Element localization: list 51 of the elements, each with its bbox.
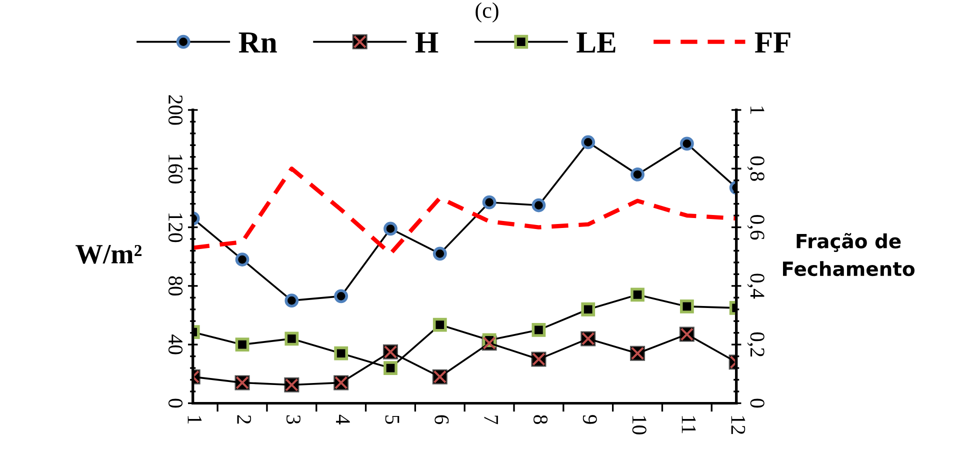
point — [432, 246, 447, 261]
y2-tick-label: 1 — [750, 106, 764, 114]
point — [384, 361, 398, 375]
y-tick-label: 40 — [168, 334, 183, 354]
y2-tick-label: 0,4 — [747, 274, 764, 299]
y2-tick-label: 0,2 — [747, 332, 764, 356]
legend-label: FF — [754, 32, 790, 52]
point — [581, 302, 596, 316]
y-tick-label: 0 — [168, 398, 183, 408]
point — [630, 168, 644, 182]
y-tick-label: 80 — [168, 276, 183, 296]
legend-label: H — [415, 32, 438, 52]
x-tick-label: 11 — [682, 416, 696, 434]
y2-tick-label: 0 — [750, 398, 764, 408]
y-tick-label: 200 — [168, 95, 183, 125]
y-tick-label: 120 — [168, 213, 183, 242]
point — [680, 136, 694, 151]
legend-label: Rn — [238, 32, 277, 52]
y-tick-label: 160 — [168, 154, 183, 184]
x-tick-label: 9 — [582, 415, 597, 424]
x-tick-label: 8 — [533, 415, 548, 424]
line-series — [192, 166, 736, 256]
x-tick-label: 7 — [484, 416, 498, 424]
x-tick-label: 12 — [731, 416, 746, 434]
y2-axis-title: Fração de Fechamento — [783, 233, 915, 276]
point — [284, 294, 299, 308]
point — [235, 252, 250, 266]
point — [432, 318, 447, 332]
y2-tick-label: 0,8 — [747, 156, 764, 181]
point — [235, 338, 250, 352]
y2-tick-label: 0,6 — [747, 215, 764, 240]
legend-label: LE — [576, 32, 616, 52]
point — [630, 288, 644, 302]
point — [334, 346, 348, 360]
x-tick-label: 4 — [336, 414, 350, 424]
point — [532, 322, 546, 337]
x-tick-label: 1 — [188, 416, 202, 424]
x-tick-label: 5 — [385, 416, 400, 424]
x-tick-label: 10 — [632, 416, 646, 434]
point — [581, 135, 596, 150]
point — [384, 222, 398, 236]
point — [532, 198, 546, 212]
point — [680, 300, 694, 314]
point — [334, 289, 348, 304]
x-tick-label: 3 — [286, 415, 300, 424]
x-tick-label: 6 — [434, 415, 449, 424]
x-tick-label: 2 — [237, 415, 252, 424]
point — [482, 195, 496, 210]
point — [284, 332, 299, 346]
y-axis-title: W/m² — [76, 244, 142, 264]
chart-title: (c) — [476, 2, 498, 22]
